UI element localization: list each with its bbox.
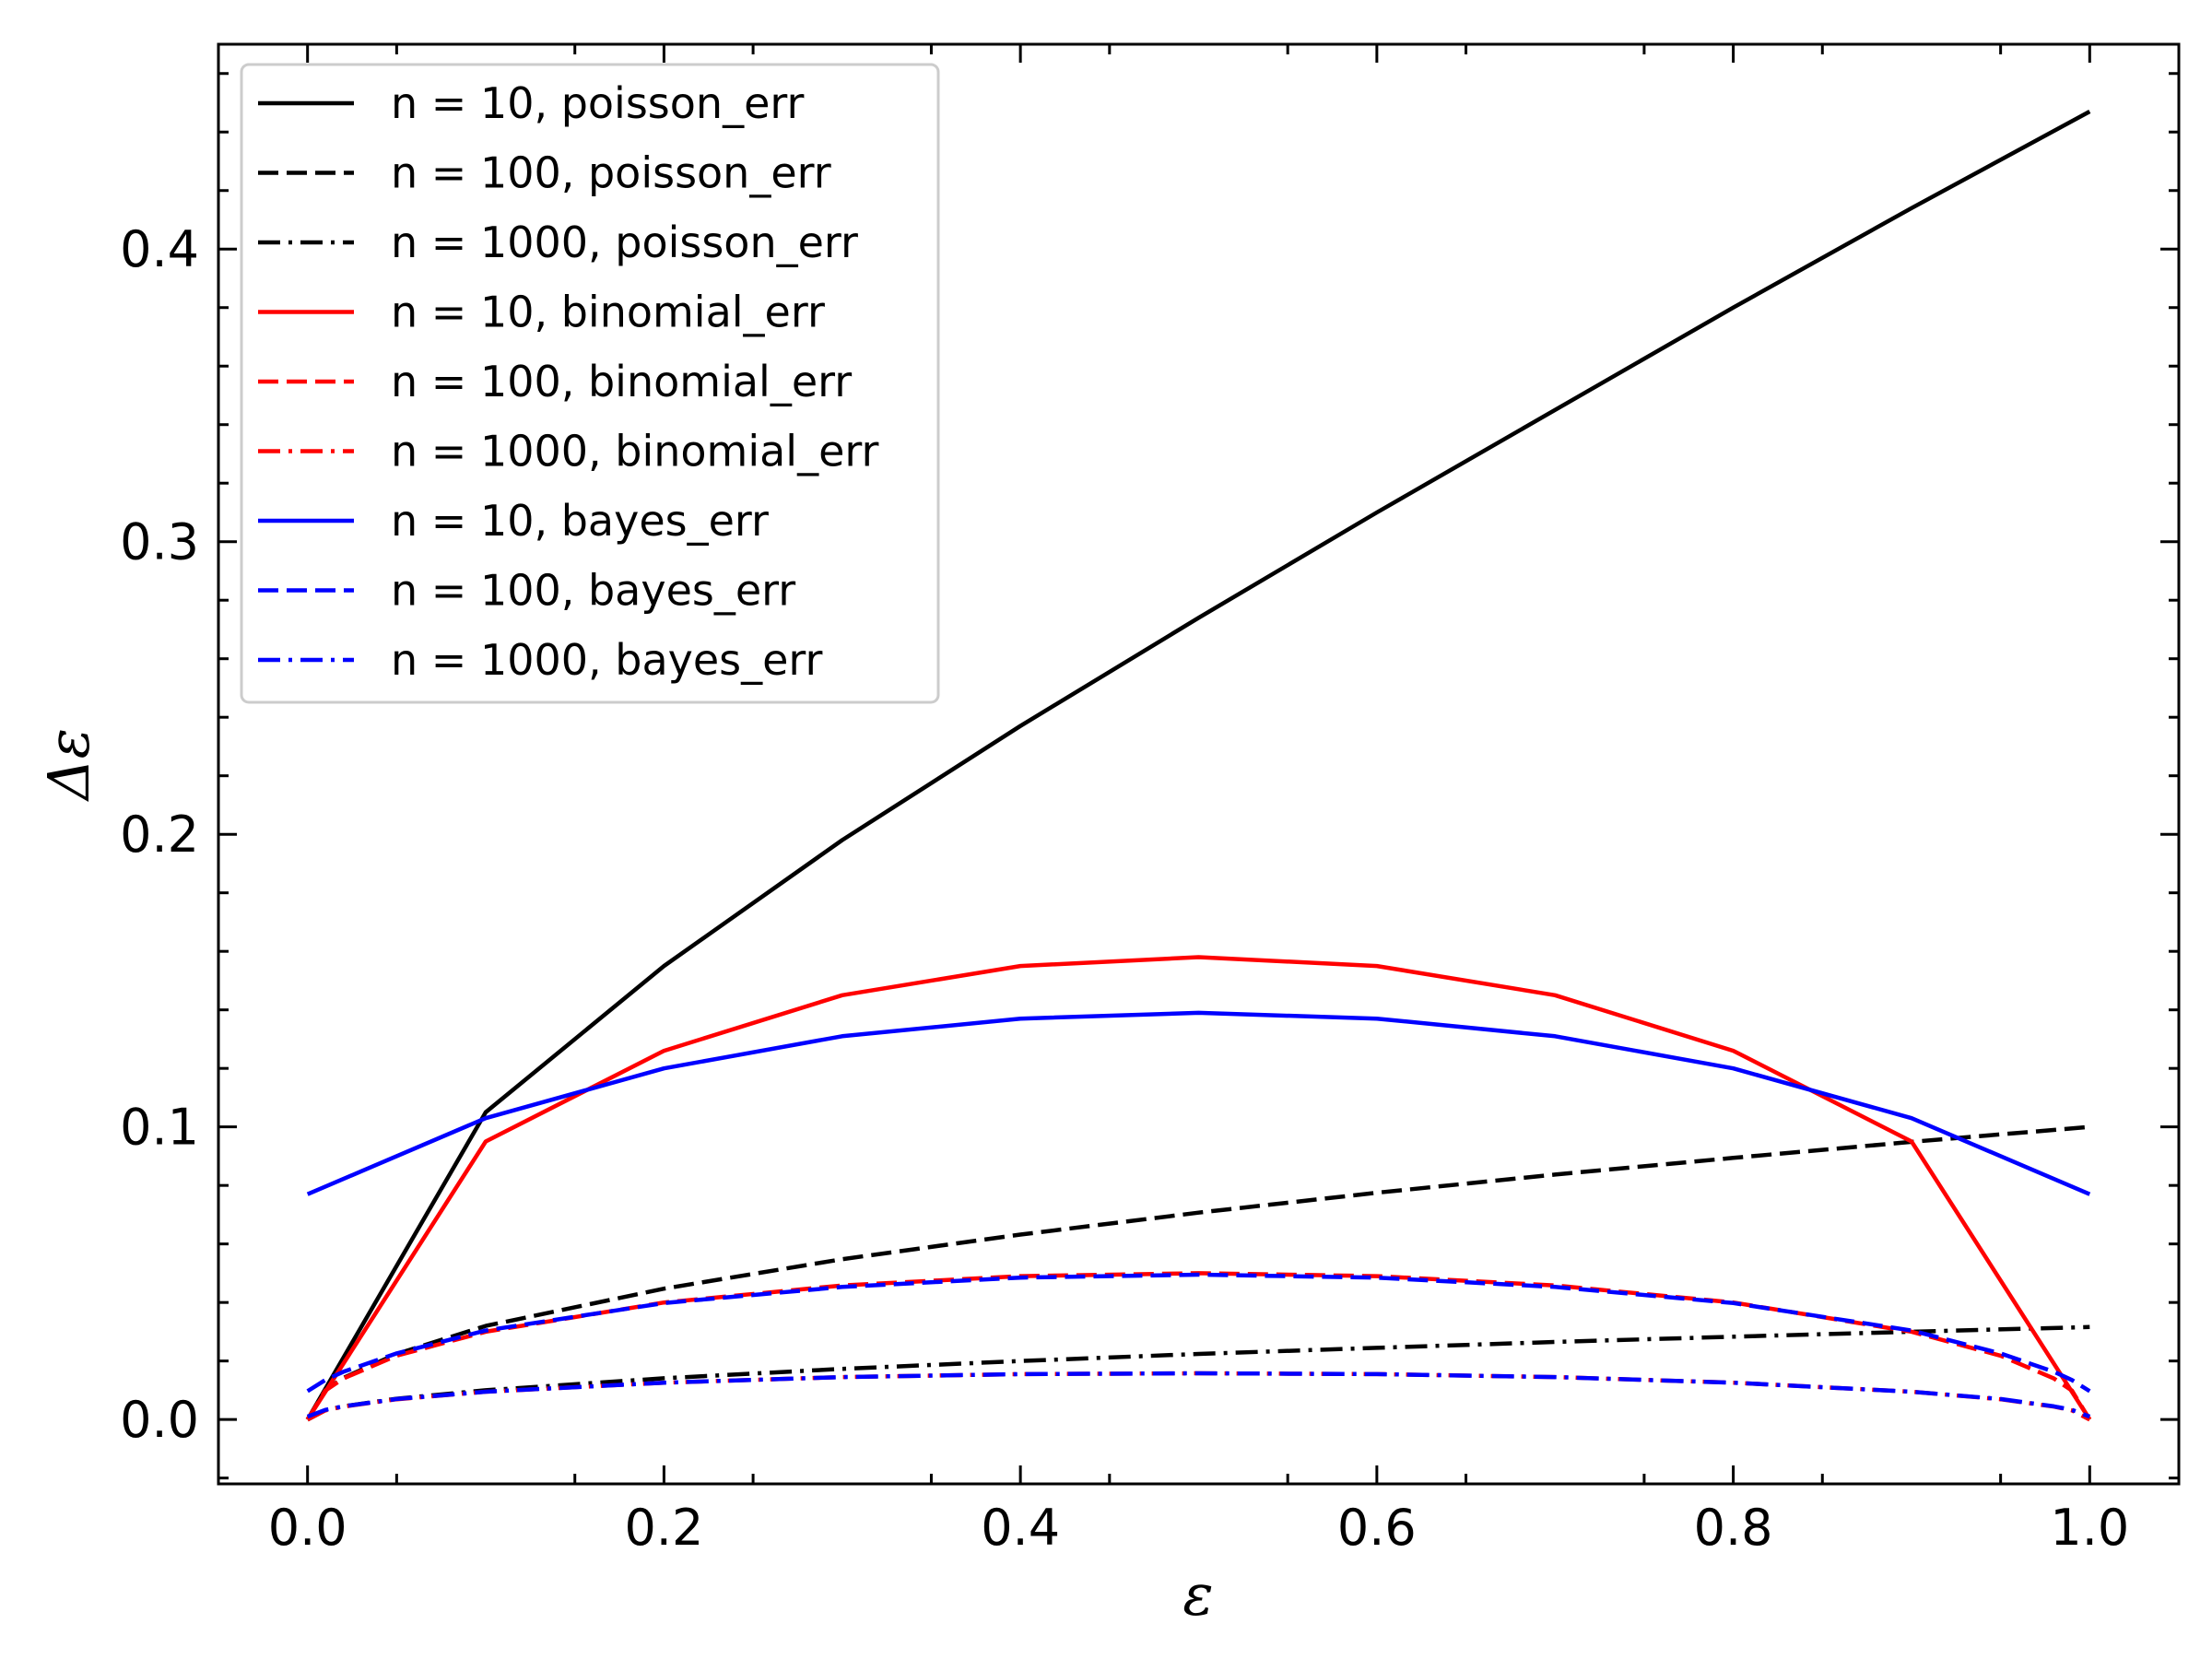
x-tick-label: 0.2 xyxy=(624,1499,703,1557)
x-axis-label: ε xyxy=(1182,1561,1213,1629)
plot-frame xyxy=(217,42,2181,1486)
x-tick-label: 0.6 xyxy=(1337,1499,1417,1557)
y-tick-label: 0.3 xyxy=(120,513,199,571)
y-tick-label: 0.2 xyxy=(120,806,199,864)
legend-entry-label: n = 100, bayes_err xyxy=(391,566,795,616)
series-line-4 xyxy=(305,955,2092,1421)
series-line-8 xyxy=(306,1272,2091,1394)
series-line-6 xyxy=(306,1371,2091,1422)
legend-entry-label: n = 100, poisson_err xyxy=(391,148,831,198)
legend-entry-label: n = 10, binomial_err xyxy=(391,288,825,337)
legend-box xyxy=(240,63,940,704)
series-line-1 xyxy=(305,110,2091,1421)
legend-entry-label: n = 100, binomial_err xyxy=(391,357,852,406)
legend-entry-label: n = 10, poisson_err xyxy=(391,78,804,128)
series-layer xyxy=(305,110,2092,1422)
series-line-9 xyxy=(306,1371,2091,1419)
ticks-layer: 0.0 0.2 0.4 0.6 0.8 1.0 0.0 0.1 0.2 0.3 0.4 xyxy=(120,44,2179,1557)
x-tick-label: 0.0 xyxy=(268,1499,347,1557)
x-tick-label: 0.4 xyxy=(981,1499,1060,1557)
series-line-7 xyxy=(306,1010,2091,1196)
legend-entry-label: n = 1000, poisson_err xyxy=(391,218,858,267)
legend-entry-label: n = 1000, bayes_err xyxy=(391,635,823,685)
x-tick-label: 0.8 xyxy=(1694,1499,1773,1557)
y-axis-label: Δε xyxy=(35,728,102,802)
legend-entry-label: n = 1000, binomial_err xyxy=(391,427,878,477)
series-line-5 xyxy=(305,1271,2092,1421)
y-tick-label: 0.1 xyxy=(120,1099,199,1157)
y-tick-label: 0.4 xyxy=(120,220,199,278)
x-tick-label: 1.0 xyxy=(2050,1499,2129,1557)
y-tick-label: 0.0 xyxy=(120,1391,199,1449)
legend-entry-label: n = 10, bayes_err xyxy=(391,496,769,546)
